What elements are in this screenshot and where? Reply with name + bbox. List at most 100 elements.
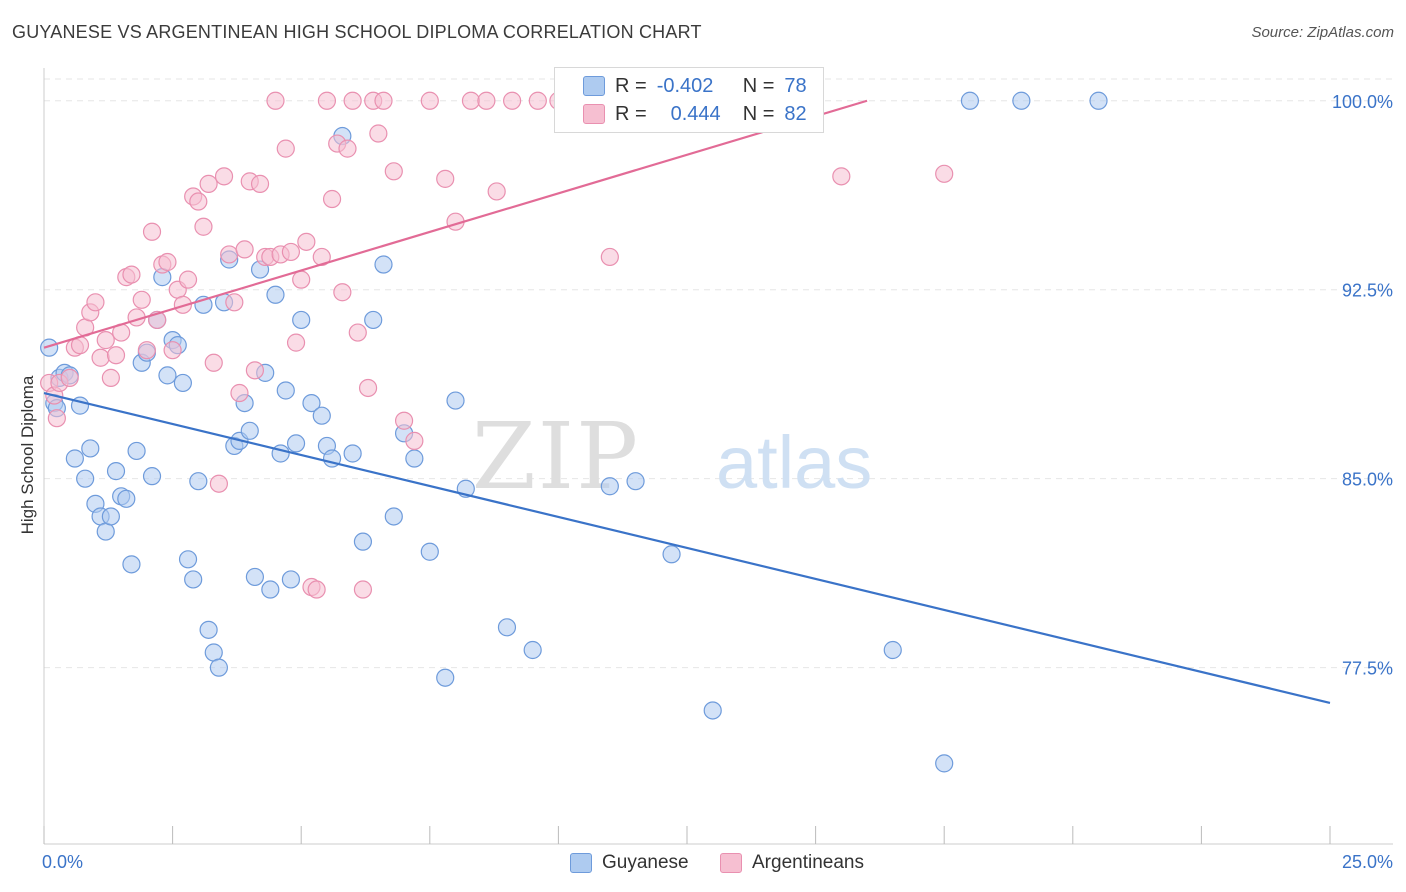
legend-n-value-guyanese: 78 bbox=[784, 74, 807, 97]
point-argentineans bbox=[317, 91, 337, 110]
point-argentineans bbox=[374, 91, 393, 110]
legend-n-value-argentineans: 82 bbox=[784, 102, 807, 125]
point-argentineans bbox=[250, 174, 270, 193]
point-argentineans bbox=[178, 270, 198, 289]
point-guyanese bbox=[935, 754, 954, 773]
point-guyanese bbox=[209, 658, 228, 677]
y-tick-label: 85.0% bbox=[1342, 470, 1393, 490]
point-guyanese bbox=[158, 366, 177, 385]
point-guyanese bbox=[286, 434, 306, 453]
point-guyanese bbox=[343, 444, 362, 463]
point-guyanese bbox=[76, 469, 95, 488]
legend-swatch-guyanese bbox=[570, 853, 592, 873]
point-guyanese bbox=[173, 373, 192, 393]
series-legend: Guyanese Argentineans bbox=[0, 852, 1406, 880]
point-guyanese bbox=[106, 462, 126, 481]
point-argentineans bbox=[935, 164, 954, 183]
point-argentineans bbox=[348, 323, 367, 342]
point-argentineans bbox=[199, 174, 218, 193]
chart-title: GUYANESE VS ARGENTINEAN HIGH SCHOOL DIPL… bbox=[12, 22, 702, 42]
point-argentineans bbox=[96, 331, 115, 350]
point-guyanese bbox=[1089, 91, 1108, 110]
point-argentineans bbox=[235, 240, 254, 259]
point-guyanese bbox=[446, 391, 465, 410]
point-guyanese bbox=[960, 91, 980, 110]
point-argentineans bbox=[214, 167, 234, 186]
y-tick-label: 100.0% bbox=[1332, 92, 1393, 112]
point-argentineans bbox=[189, 192, 208, 211]
point-guyanese bbox=[81, 439, 100, 458]
legend-r-label: R = bbox=[615, 74, 647, 97]
legend-label-argentineans: Argentineans bbox=[752, 852, 864, 873]
point-guyanese bbox=[65, 449, 84, 468]
point-guyanese bbox=[96, 522, 115, 541]
point-argentineans bbox=[333, 283, 352, 302]
point-argentineans bbox=[230, 383, 249, 403]
point-guyanese bbox=[662, 545, 681, 564]
y-tick-label: 77.5% bbox=[1342, 659, 1393, 679]
x-tick-label-max: 25.0% bbox=[1341, 852, 1393, 872]
point-argentineans bbox=[436, 169, 455, 188]
legend-r-value-argentineans: 0.444 bbox=[670, 102, 721, 125]
point-guyanese bbox=[364, 310, 383, 330]
point-guyanese bbox=[245, 567, 265, 587]
point-guyanese bbox=[101, 507, 120, 526]
point-guyanese bbox=[600, 477, 619, 496]
point-guyanese bbox=[281, 570, 301, 589]
point-guyanese bbox=[523, 640, 542, 660]
point-argentineans bbox=[204, 353, 223, 372]
point-guyanese bbox=[184, 570, 203, 589]
point-guyanese bbox=[189, 472, 208, 491]
point-guyanese bbox=[703, 701, 722, 720]
point-argentineans bbox=[369, 124, 388, 143]
legend-swatch-guyanese bbox=[583, 76, 605, 96]
point-argentineans bbox=[477, 91, 496, 110]
point-argentineans bbox=[173, 295, 192, 314]
trendline-guyanese bbox=[43, 391, 1331, 704]
point-guyanese bbox=[204, 643, 223, 662]
point-argentineans bbox=[528, 91, 547, 110]
point-argentineans bbox=[322, 189, 342, 209]
y-tick-label: 92.5% bbox=[1342, 281, 1393, 301]
point-argentineans bbox=[194, 217, 213, 236]
x-tick-label-min: 0.0% bbox=[42, 852, 84, 872]
legend-label-guyanese: Guyanese bbox=[602, 852, 689, 873]
legend-row-argentineans: R = 0.444 N = 82 bbox=[615, 100, 807, 128]
point-guyanese bbox=[436, 668, 455, 687]
point-argentineans bbox=[503, 91, 522, 110]
point-argentineans bbox=[220, 245, 239, 264]
point-guyanese bbox=[626, 472, 645, 491]
point-guyanese bbox=[199, 620, 218, 639]
point-argentineans bbox=[163, 341, 182, 360]
point-argentineans bbox=[276, 139, 295, 158]
point-argentineans bbox=[394, 411, 414, 430]
point-guyanese bbox=[178, 550, 198, 569]
point-guyanese bbox=[384, 507, 403, 526]
point-argentineans bbox=[353, 580, 373, 599]
point-guyanese bbox=[302, 393, 321, 413]
point-argentineans bbox=[343, 91, 362, 110]
point-guyanese bbox=[497, 618, 517, 637]
point-guyanese bbox=[266, 285, 285, 304]
legend-r-value-guyanese: -0.402 bbox=[656, 74, 714, 97]
point-guyanese bbox=[353, 532, 373, 551]
point-argentineans bbox=[600, 247, 619, 267]
point-argentineans bbox=[86, 293, 105, 312]
point-argentineans bbox=[209, 474, 228, 493]
point-argentineans bbox=[91, 348, 110, 367]
watermark-atlas: atlas bbox=[716, 421, 872, 504]
point-argentineans bbox=[60, 368, 79, 387]
point-argentineans bbox=[292, 270, 311, 289]
point-guyanese bbox=[420, 542, 439, 561]
point-argentineans bbox=[420, 91, 439, 110]
point-argentineans bbox=[266, 91, 285, 110]
legend-n-label: N = bbox=[742, 102, 775, 125]
point-argentineans bbox=[281, 242, 301, 262]
point-guyanese bbox=[142, 467, 162, 486]
legend-item-guyanese: Guyanese bbox=[570, 852, 689, 874]
legend-swatch-argentineans bbox=[720, 853, 742, 873]
point-guyanese bbox=[292, 310, 311, 330]
point-argentineans bbox=[142, 222, 162, 241]
legend-n-label: N = bbox=[742, 74, 775, 97]
